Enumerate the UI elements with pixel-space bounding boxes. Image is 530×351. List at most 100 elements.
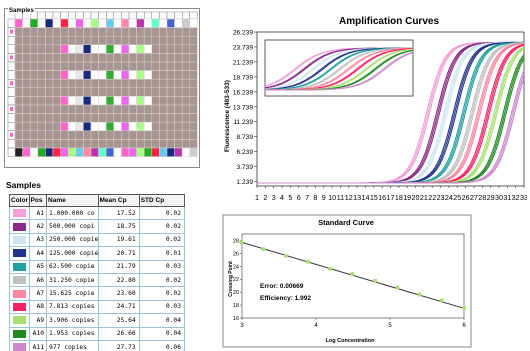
plate-well[interactable] [14,44,23,54]
plate-well[interactable] [60,53,69,63]
plate-well[interactable] [60,44,69,54]
plate-well[interactable] [105,147,115,157]
plate-column-header[interactable] [68,11,77,20]
plate-well[interactable] [45,87,54,97]
plate-well[interactable] [75,35,84,46]
plate-well[interactable] [128,44,137,54]
plate-well[interactable] [29,70,39,80]
plate-well[interactable] [151,27,160,37]
plate-well[interactable] [83,87,92,97]
plate-well[interactable] [52,53,61,63]
plate-well[interactable] [128,53,137,63]
plate-column-header[interactable] [143,11,152,20]
plate-well[interactable] [136,27,145,37]
plate-well[interactable] [37,147,46,157]
plate-well[interactable] [143,113,153,123]
plate-well[interactable] [52,27,61,37]
plate-well[interactable] [136,44,145,54]
plate-well[interactable] [189,18,198,28]
plate-well[interactable] [98,147,107,157]
plate-well[interactable] [37,35,46,46]
sample-color-cell[interactable] [9,272,30,288]
plate-well[interactable] [166,78,175,89]
sample-color-cell[interactable] [9,259,30,274]
plate-well[interactable] [121,130,130,140]
plate-column-header[interactable] [52,11,61,20]
plate-well[interactable] [37,130,46,140]
plate-well[interactable] [14,53,23,63]
plate-well[interactable] [105,70,115,80]
plate-well[interactable] [22,87,31,97]
plate-well[interactable] [121,104,130,114]
plate-well[interactable] [52,121,61,132]
plate-well[interactable] [14,147,23,157]
plate-well[interactable] [181,27,191,37]
plate-well[interactable] [98,113,107,123]
plate-well[interactable] [136,18,145,28]
plate-well[interactable] [98,121,107,132]
plate-well[interactable] [29,78,39,89]
plate-well[interactable] [113,70,122,80]
plate-well[interactable] [75,87,84,97]
plate-well[interactable] [159,87,168,97]
plate-well[interactable] [75,27,84,37]
plate-well[interactable] [22,61,31,71]
plate-well[interactable] [189,70,198,80]
plate-well[interactable] [60,104,69,114]
plate-well[interactable] [60,27,69,37]
sample-row[interactable]: A10 1.953 copies 26.66 0.04 [9,326,186,341]
plate-well[interactable] [90,27,99,37]
plate-well[interactable] [128,18,137,28]
plate-row-header[interactable] [7,87,16,97]
plate-well[interactable] [128,147,137,157]
plate-well[interactable] [60,61,69,71]
plate-well[interactable] [60,147,69,157]
plate-well[interactable] [189,96,198,106]
plate-well[interactable] [60,87,69,97]
plate-well[interactable] [121,44,130,54]
plate-well[interactable] [29,121,39,132]
plate-well[interactable] [45,53,54,63]
plate-well[interactable] [113,147,122,157]
plate-well[interactable] [67,121,77,132]
plate-well[interactable] [90,18,99,28]
plate-well[interactable] [136,87,145,97]
plate-well[interactable] [60,18,69,28]
plate-well[interactable] [113,104,122,114]
column-header-std-cp[interactable]: STD Cp [138,194,186,207]
plate-well[interactable] [90,147,99,157]
plate-well[interactable] [22,139,31,149]
plate-well[interactable] [67,130,77,140]
plate-well[interactable] [151,35,160,46]
plate-well[interactable] [22,27,31,37]
plate-well[interactable] [105,121,115,132]
plate-well[interactable] [121,121,130,132]
plate-well[interactable] [45,61,54,71]
plate-well[interactable] [181,104,191,114]
plate-well[interactable] [121,70,130,80]
plate-well[interactable] [159,130,168,140]
plate-column-header[interactable] [105,11,114,20]
plate-well[interactable] [83,130,92,140]
plate-well[interactable] [37,96,46,106]
plate-well[interactable] [75,147,84,157]
plate-well[interactable] [75,44,84,54]
sample-color-cell[interactable] [9,232,30,248]
plate-well[interactable] [121,147,130,157]
plate-well[interactable] [14,139,23,149]
plate-well[interactable] [105,139,115,149]
plate-well[interactable] [121,113,130,123]
sample-row[interactable]: A5 62.500 copie 21.79 0.03 [9,259,186,274]
plate-well[interactable] [174,27,183,37]
plate-column-header[interactable] [159,11,168,20]
plate-well[interactable] [105,61,115,71]
plate-well[interactable] [90,53,99,63]
plate-well[interactable] [60,96,69,106]
sample-color-cell[interactable] [9,286,30,301]
plate-well[interactable] [90,130,99,140]
plate-well[interactable] [60,130,69,140]
plate-well[interactable] [159,27,168,37]
plate-well[interactable] [52,18,61,28]
plate-well[interactable] [113,27,122,37]
plate-well[interactable] [143,121,153,132]
